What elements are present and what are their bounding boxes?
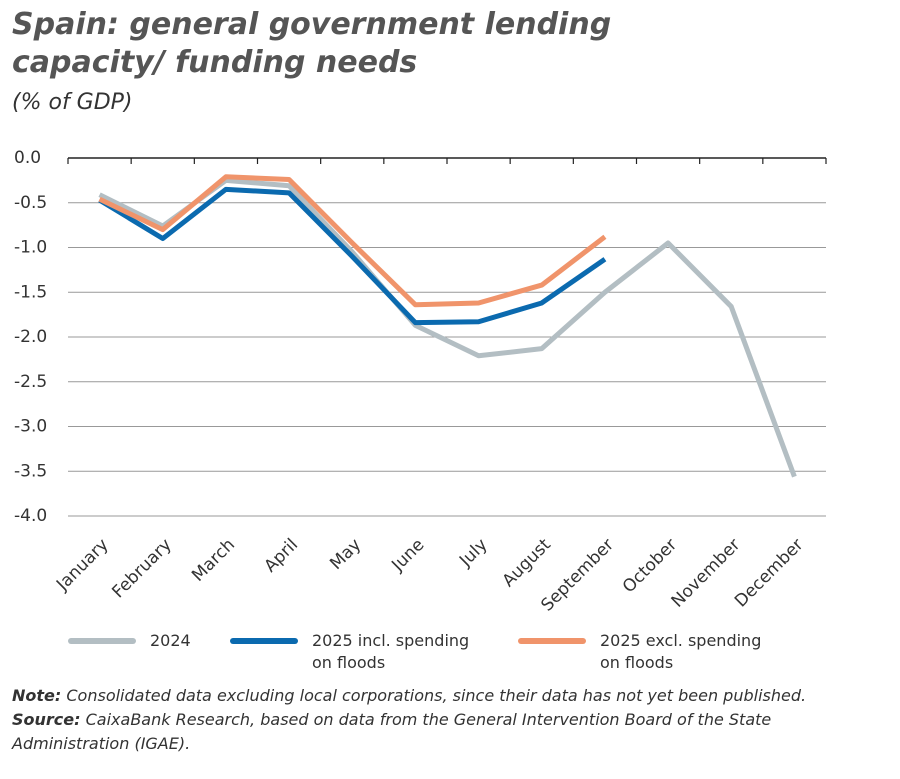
y-tick-label: -1.0 — [14, 238, 47, 258]
series-line — [98, 186, 607, 326]
x-tick-label: October — [619, 535, 681, 597]
note-text: Consolidated data excluding local corpor… — [66, 686, 807, 705]
x-tick-label: May — [326, 535, 365, 574]
x-tick-label: April — [261, 535, 303, 577]
legend-item: 2024 — [68, 630, 191, 652]
x-tick-label: July — [455, 535, 491, 571]
legend-swatch — [518, 638, 586, 644]
y-tick-label: -3.0 — [14, 417, 47, 437]
legend-label: 2025 excl. spending on floods — [600, 631, 762, 672]
x-tick-label: January — [52, 535, 112, 595]
legend-item: 2025 incl. spending on floods — [230, 630, 487, 674]
chart-title: Spain: general government lending capaci… — [12, 7, 612, 80]
x-tick-label: February — [108, 535, 175, 602]
source: Source: CaixaBank Research, based on dat… — [12, 708, 892, 756]
x-tick-label: June — [387, 535, 428, 576]
series-line — [98, 174, 607, 308]
notes: Note: Consolidated data excluding local … — [12, 684, 892, 756]
x-tick-label: August — [499, 535, 555, 591]
y-tick-label: 0.0 — [14, 148, 41, 168]
legend-label: 2024 — [150, 631, 191, 650]
y-tick-label: -0.5 — [14, 193, 47, 213]
y-tick-label: -2.5 — [14, 372, 47, 392]
legend: 2024 2025 incl. spending on floods 2025 ex… — [68, 630, 868, 680]
x-tick-label: December — [731, 535, 807, 611]
legend-swatch — [68, 638, 136, 644]
chart-subtitle: (% of GDP) — [12, 90, 133, 115]
note-label: Note: — [12, 686, 62, 705]
legend-item: 2025 excl. spending on floods — [518, 630, 775, 674]
legend-label: 2025 incl. spending on floods — [312, 631, 470, 672]
y-tick-label: -3.5 — [14, 461, 47, 481]
source-label: Source: — [12, 710, 81, 729]
source-text: CaixaBank Research, based on data from t… — [12, 710, 772, 753]
legend-swatch — [230, 638, 298, 644]
note: Note: Consolidated data excluding local … — [12, 684, 892, 708]
y-tick-label: -4.0 — [14, 506, 47, 526]
series-line — [98, 177, 797, 478]
x-tick-label: March — [188, 535, 239, 586]
y-tick-label: -2.0 — [14, 327, 47, 347]
y-tick-label: -1.5 — [14, 282, 47, 302]
